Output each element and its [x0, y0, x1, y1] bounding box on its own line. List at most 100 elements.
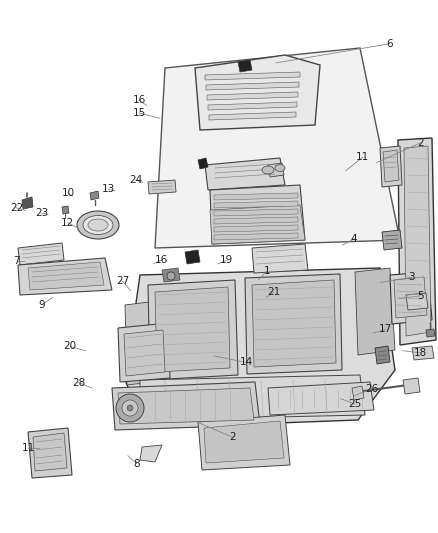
Polygon shape [112, 382, 260, 430]
Polygon shape [214, 209, 298, 216]
Polygon shape [208, 102, 297, 110]
Polygon shape [214, 193, 298, 200]
Polygon shape [140, 445, 162, 462]
Polygon shape [245, 274, 342, 374]
Ellipse shape [77, 211, 119, 239]
Text: 8: 8 [133, 459, 140, 469]
Polygon shape [210, 205, 305, 244]
Text: 1: 1 [264, 266, 271, 276]
Circle shape [116, 394, 144, 422]
Polygon shape [394, 277, 427, 318]
Polygon shape [426, 329, 435, 337]
Text: 28: 28 [72, 378, 85, 387]
Text: 18: 18 [414, 348, 427, 358]
Text: 16: 16 [155, 255, 168, 265]
Polygon shape [355, 268, 395, 355]
Polygon shape [205, 72, 300, 80]
Text: 19: 19 [220, 255, 233, 265]
Circle shape [122, 400, 138, 416]
Text: 23: 23 [35, 208, 48, 218]
Text: 7: 7 [13, 256, 20, 266]
Circle shape [127, 405, 133, 411]
Polygon shape [205, 158, 285, 190]
Polygon shape [155, 48, 400, 248]
Polygon shape [268, 382, 374, 415]
Polygon shape [398, 138, 436, 345]
Polygon shape [118, 323, 170, 382]
Polygon shape [375, 346, 390, 364]
Polygon shape [33, 433, 67, 471]
Text: 14: 14 [240, 358, 253, 367]
Ellipse shape [275, 165, 285, 172]
Polygon shape [390, 272, 432, 324]
Ellipse shape [88, 219, 108, 231]
Text: 25: 25 [348, 399, 361, 409]
Polygon shape [352, 386, 364, 400]
Polygon shape [382, 230, 402, 250]
Polygon shape [268, 163, 284, 177]
Polygon shape [162, 268, 180, 282]
Text: 16: 16 [133, 95, 146, 105]
Polygon shape [210, 185, 305, 244]
Polygon shape [252, 280, 336, 367]
Text: 22: 22 [10, 203, 23, 213]
Polygon shape [28, 262, 104, 290]
Polygon shape [204, 421, 284, 463]
Polygon shape [148, 280, 238, 380]
Polygon shape [238, 60, 252, 72]
Polygon shape [406, 293, 428, 310]
Polygon shape [155, 287, 230, 372]
Text: 17: 17 [379, 325, 392, 334]
Ellipse shape [262, 166, 274, 174]
Polygon shape [214, 217, 298, 224]
Text: 11: 11 [356, 152, 369, 162]
Polygon shape [90, 191, 99, 200]
Polygon shape [140, 375, 365, 420]
Polygon shape [252, 244, 308, 273]
Ellipse shape [83, 215, 113, 235]
Text: 21: 21 [267, 287, 280, 297]
Text: 2: 2 [229, 432, 236, 442]
Circle shape [167, 272, 175, 280]
Polygon shape [62, 206, 69, 214]
Polygon shape [124, 330, 165, 376]
Polygon shape [185, 250, 200, 264]
Polygon shape [214, 201, 298, 208]
Text: 2: 2 [417, 138, 424, 148]
Polygon shape [195, 55, 320, 130]
Text: 20: 20 [64, 342, 77, 351]
Polygon shape [214, 225, 298, 232]
Polygon shape [125, 268, 395, 428]
Polygon shape [22, 197, 33, 209]
Polygon shape [18, 243, 64, 265]
Polygon shape [380, 146, 402, 187]
Text: 9: 9 [38, 300, 45, 310]
Polygon shape [206, 82, 299, 90]
Polygon shape [28, 428, 72, 478]
Text: 5: 5 [417, 291, 424, 301]
Polygon shape [383, 150, 399, 182]
Text: 11: 11 [22, 443, 35, 453]
Text: 13: 13 [102, 184, 115, 194]
Polygon shape [209, 112, 296, 120]
Polygon shape [214, 233, 298, 240]
Polygon shape [404, 146, 431, 336]
Text: 6: 6 [386, 39, 393, 49]
Polygon shape [198, 415, 290, 470]
Text: 26: 26 [365, 384, 378, 394]
Polygon shape [125, 300, 168, 385]
Polygon shape [412, 346, 434, 360]
Text: 3: 3 [408, 272, 415, 282]
Text: 4: 4 [350, 234, 357, 244]
Text: 15: 15 [133, 108, 146, 118]
Polygon shape [403, 378, 420, 394]
Polygon shape [118, 388, 254, 424]
Text: 12: 12 [61, 218, 74, 228]
Text: 10: 10 [61, 188, 74, 198]
Text: 27: 27 [116, 277, 129, 286]
Polygon shape [207, 92, 298, 100]
Polygon shape [148, 180, 176, 194]
Polygon shape [198, 158, 208, 169]
Text: 24: 24 [129, 175, 142, 185]
Polygon shape [18, 258, 112, 295]
